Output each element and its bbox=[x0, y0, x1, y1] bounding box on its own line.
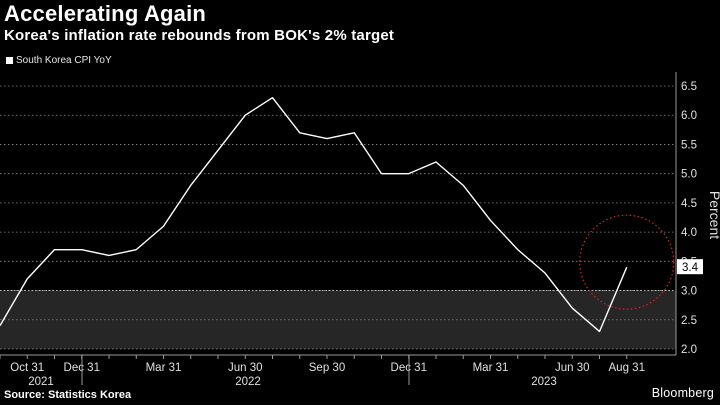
y-axis-title: Percent bbox=[707, 191, 720, 239]
y-tick-label: 3.0 bbox=[681, 286, 697, 298]
y-tick-label: 6.0 bbox=[681, 110, 697, 122]
x-tick-label: Aug 31 bbox=[609, 362, 645, 374]
bloomberg-logo: Bloomberg bbox=[651, 386, 714, 400]
legend-swatch bbox=[6, 57, 13, 64]
x-tick-label: Oct 31 bbox=[10, 362, 44, 374]
y-tick-label: 5.0 bbox=[681, 169, 697, 181]
y-tick-label: 5.5 bbox=[681, 139, 697, 151]
x-tick-label: Jun 30 bbox=[228, 362, 263, 374]
last-value-box bbox=[677, 259, 703, 275]
x-year-label: 2023 bbox=[531, 376, 557, 388]
legend-label: South Korea CPI YoY bbox=[16, 55, 112, 66]
last-value-label: 3.4 bbox=[682, 262, 699, 274]
source-note: Source: Statistics Korea bbox=[4, 389, 132, 401]
chart-subtitle: Korea's inflation rate rebounds from BOK… bbox=[4, 27, 395, 44]
cpi-series-line bbox=[0, 96, 628, 333]
y-tick-label: 4.0 bbox=[681, 227, 697, 239]
y-tick-label: 4.5 bbox=[681, 198, 697, 210]
x-tick-label: Sep 30 bbox=[309, 362, 345, 374]
x-tick-label: Mar 31 bbox=[473, 362, 509, 374]
x-tick-label: Jun 30 bbox=[555, 362, 590, 374]
y-tick-label: 2.0 bbox=[681, 344, 697, 356]
x-tick-label: Mar 31 bbox=[146, 362, 182, 374]
chart-title: Accelerating Again bbox=[4, 1, 207, 26]
y-tick-label: 2.5 bbox=[681, 315, 697, 327]
legend: South Korea CPI YoY bbox=[6, 55, 112, 66]
x-year-label: 2021 bbox=[28, 376, 54, 388]
x-year-label: 2022 bbox=[235, 376, 261, 388]
highlight-circle bbox=[579, 214, 675, 310]
y-tick-label: 6.5 bbox=[681, 81, 697, 93]
